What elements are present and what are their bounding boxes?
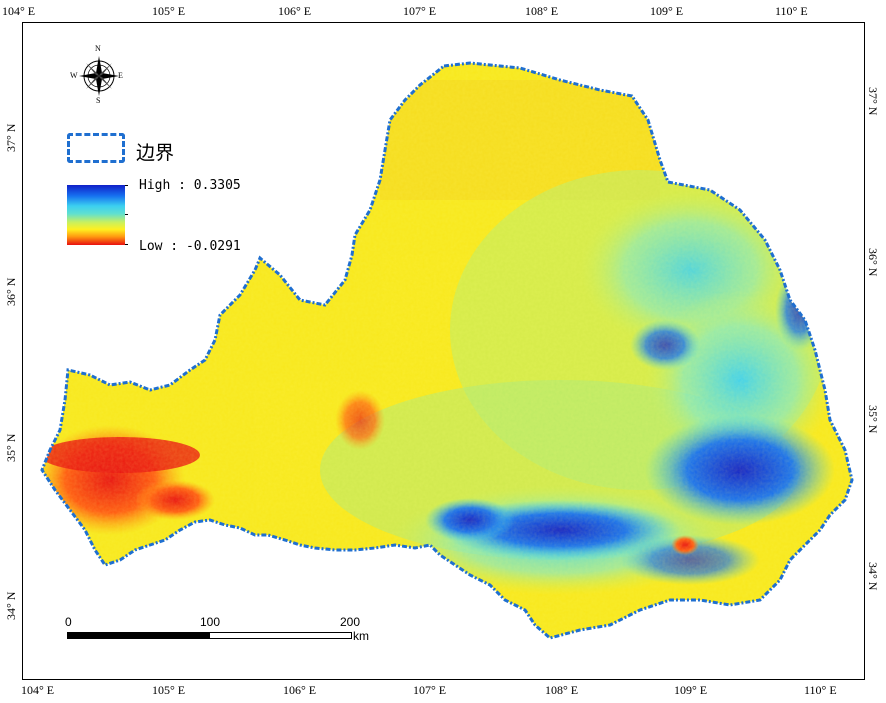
legend-low-label: Low : -0.0291: [139, 239, 241, 254]
lon-label-bottom: 108° E: [545, 683, 579, 697]
lon-label-bottom: 110° E: [804, 683, 837, 697]
scale-bar-segment-light: [210, 633, 351, 638]
compass-s: S: [96, 96, 101, 105]
legend-tick: [125, 185, 128, 186]
scale-unit: km: [353, 629, 369, 643]
lon-label-top: 107° E: [403, 4, 437, 18]
compass-n: N: [95, 44, 101, 53]
lon-label-top: 105° E: [152, 4, 186, 18]
legend-boundary-swatch: [67, 133, 125, 163]
scale-label-200: 200: [340, 615, 361, 629]
lon-label-bottom: 106° E: [283, 683, 317, 697]
scale-bar-segment-dark: [68, 633, 210, 638]
lon-label-top: 108° E: [525, 4, 559, 18]
scale-label-0: 0: [65, 615, 72, 629]
lon-label-top: 106° E: [278, 4, 312, 18]
scale-label-100: 100: [200, 615, 221, 629]
legend-high-label: High : 0.3305: [139, 178, 241, 193]
lon-label-bottom: 104° E: [21, 683, 55, 697]
compass-e: E: [118, 71, 123, 80]
lon-label-bottom: 109° E: [674, 683, 708, 697]
lon-label-top: 104° E: [2, 4, 36, 18]
legend-tick: [125, 214, 128, 215]
legend-tick: [125, 244, 128, 245]
lon-label-top: 110° E: [775, 4, 808, 18]
scale-bar: [67, 632, 352, 639]
compass-w: W: [70, 71, 78, 80]
lon-label-bottom: 105° E: [152, 683, 186, 697]
north-arrow-compass: N S E W: [70, 44, 128, 105]
legend-boundary-label: 边界: [136, 142, 175, 164]
lon-label-bottom: 107° E: [413, 683, 447, 697]
lon-label-top: 109° E: [650, 4, 684, 18]
legend-color-ramp: [67, 185, 125, 245]
